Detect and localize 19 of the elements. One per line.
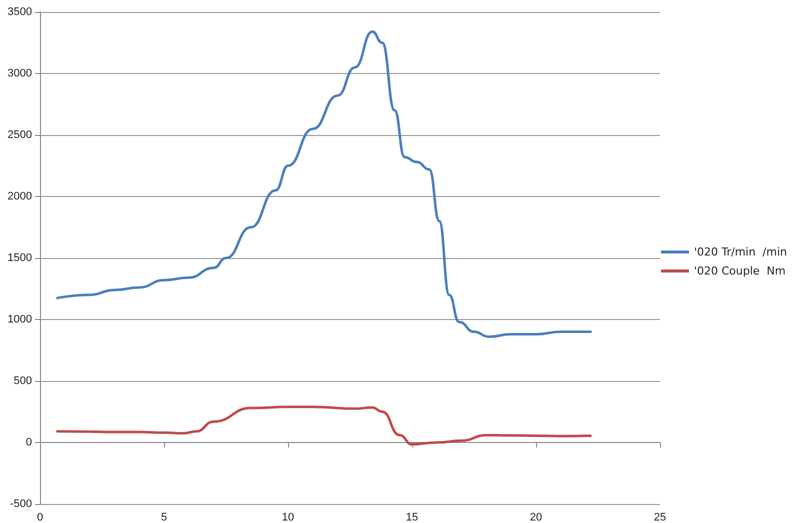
x-tick-label: 20 bbox=[530, 512, 542, 523]
y-tick-label: 3500 bbox=[8, 6, 32, 18]
y-tick-label: 500 bbox=[14, 375, 32, 387]
x-tick-label: 10 bbox=[282, 512, 294, 523]
y-tick-label: 1000 bbox=[8, 314, 32, 326]
x-tick-label: 5 bbox=[160, 512, 168, 523]
x-tick-label: 0 bbox=[36, 512, 44, 523]
y-tick-label: -500 bbox=[10, 498, 32, 510]
y-tick-label: 2500 bbox=[8, 129, 32, 141]
legend-label: '020 Couple Nm bbox=[694, 264, 786, 278]
x-tick-label: 25 bbox=[654, 512, 666, 523]
y-tick-label: 1500 bbox=[8, 252, 32, 264]
x-tick-label: 15 bbox=[406, 512, 418, 523]
line-series bbox=[56, 30, 592, 338]
y-tick-label: 3000 bbox=[8, 68, 32, 80]
legend-label: '020 Tr/min /min bbox=[694, 246, 788, 258]
y-tick-label: 2000 bbox=[8, 190, 32, 202]
line-series bbox=[56, 406, 592, 446]
y-tick-label: 0 bbox=[26, 436, 32, 448]
